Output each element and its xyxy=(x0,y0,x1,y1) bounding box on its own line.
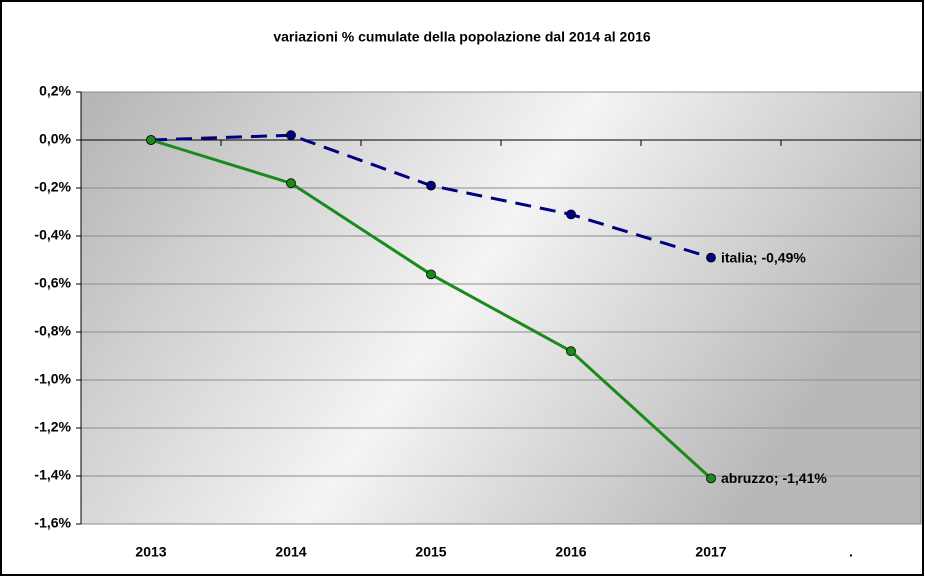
x-tick-label: 2014 xyxy=(275,544,306,560)
data-point xyxy=(286,130,296,141)
x-tick-label: 2016 xyxy=(555,544,586,560)
plot-area xyxy=(80,91,922,525)
data-point xyxy=(286,178,296,189)
chart-title: variazioni % cumulate della popolazione … xyxy=(273,29,651,45)
y-tick-label: -1,6% xyxy=(34,515,71,531)
x-tick-label: 2015 xyxy=(415,544,446,560)
data-point xyxy=(706,473,716,484)
y-tick-label: -0,6% xyxy=(34,275,71,291)
data-point xyxy=(146,135,156,145)
y-tick-label: -0,4% xyxy=(34,227,71,243)
data-point xyxy=(426,180,436,191)
data-point xyxy=(566,209,576,220)
y-tick-label: 0,0% xyxy=(39,131,71,147)
x-tick-label: 2017 xyxy=(695,544,726,560)
y-tick-label: 0,2% xyxy=(39,83,71,99)
x-tick-label: . xyxy=(849,544,853,560)
x-tick-label: 2013 xyxy=(135,544,166,560)
y-tick-label: -1,4% xyxy=(34,467,71,483)
data-point xyxy=(566,346,576,357)
data-label: abruzzo; -1,41% xyxy=(721,470,827,486)
y-tick-label: -1,2% xyxy=(34,419,71,435)
data-point xyxy=(706,252,716,263)
data-point xyxy=(426,269,436,280)
y-tick-label: -1,0% xyxy=(34,371,71,387)
data-label: italia; -0,49% xyxy=(721,249,806,265)
y-tick-label: -0,8% xyxy=(34,323,71,339)
y-tick-label: -0,2% xyxy=(34,179,71,195)
